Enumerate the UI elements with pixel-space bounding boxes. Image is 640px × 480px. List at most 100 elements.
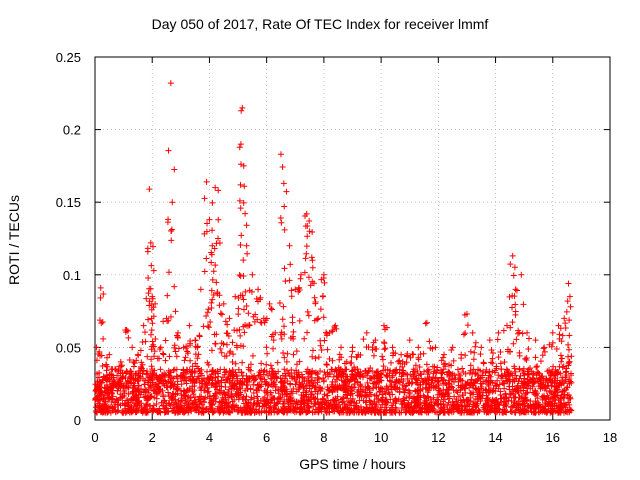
data-point (532, 337, 539, 344)
data-point (541, 344, 548, 351)
data-point (186, 322, 193, 329)
data-point (244, 376, 251, 383)
baseline-point (340, 409, 347, 416)
data-point (467, 362, 474, 369)
baseline-point (119, 400, 126, 407)
baseline-point (484, 394, 491, 401)
baseline-point (155, 408, 162, 415)
data-point (332, 383, 339, 390)
data-point (273, 374, 280, 381)
data-point (513, 385, 520, 392)
data-point (243, 222, 250, 229)
data-point (263, 361, 270, 368)
data-point (415, 344, 422, 351)
data-point (462, 380, 469, 387)
data-point (281, 265, 288, 272)
baseline-point (473, 386, 480, 393)
data-point (192, 337, 199, 344)
data-point (522, 355, 529, 362)
baseline-point (377, 377, 384, 384)
data-point (138, 365, 145, 372)
baseline-point (206, 393, 213, 400)
baseline-point (407, 371, 414, 378)
data-point (268, 305, 275, 312)
baseline-point (198, 383, 205, 390)
baseline-point (161, 397, 168, 404)
data-point (197, 286, 204, 293)
baseline-point (165, 389, 172, 396)
data-point (532, 354, 539, 361)
baseline-point (136, 402, 143, 409)
baseline-point (414, 388, 421, 395)
baseline-point (386, 370, 393, 377)
baseline-point (491, 369, 498, 376)
data-point (157, 344, 164, 351)
data-point (263, 344, 270, 351)
data-point (115, 368, 122, 375)
data-point (566, 317, 573, 324)
data-point (278, 335, 285, 342)
data-point (457, 384, 464, 391)
baseline-point (379, 394, 386, 401)
baseline-point (272, 387, 279, 394)
baseline-point (320, 378, 327, 385)
data-point (338, 344, 345, 351)
baseline-point (382, 401, 389, 408)
data-point (94, 370, 101, 377)
data-point (446, 372, 453, 379)
baseline-point (231, 381, 238, 388)
data-point (515, 378, 522, 385)
data-point (548, 382, 555, 389)
data-point (332, 322, 339, 329)
baseline-point (313, 369, 320, 376)
data-point (249, 271, 256, 278)
data-point (306, 218, 313, 225)
baseline-point (277, 395, 284, 402)
data-point (556, 331, 563, 338)
baseline-point (472, 395, 479, 402)
data-point (225, 333, 232, 340)
data-point (218, 349, 225, 356)
baseline-point (364, 391, 371, 398)
data-point (234, 344, 241, 351)
data-point (507, 324, 514, 331)
data-point (314, 316, 321, 323)
data-point (507, 261, 514, 268)
data-point (196, 368, 203, 375)
baseline-point (123, 397, 130, 404)
x-tick-label: 14 (488, 430, 502, 445)
data-point (208, 251, 215, 258)
baseline-point (368, 407, 375, 414)
data-point (507, 378, 514, 385)
data-point (144, 353, 151, 360)
baseline-point (163, 405, 170, 412)
data-point (120, 373, 127, 380)
baseline-point (280, 408, 287, 415)
data-point (370, 384, 377, 391)
data-point (260, 315, 267, 322)
y-tick-label: 0 (74, 413, 81, 428)
data-point (268, 306, 275, 313)
data-point (208, 287, 215, 294)
data-point (131, 387, 138, 394)
data-point (132, 376, 139, 383)
data-point (297, 275, 304, 282)
data-point (152, 300, 159, 307)
data-point (212, 184, 219, 191)
data-point (304, 222, 311, 229)
x-tick-label: 18 (603, 430, 617, 445)
baseline-point (308, 398, 315, 405)
baseline-point (388, 406, 395, 413)
data-point (142, 338, 149, 345)
data-point (559, 364, 566, 371)
data-point (163, 315, 170, 322)
baseline-point (275, 390, 282, 397)
baseline-point (501, 380, 508, 387)
baseline-point (300, 393, 307, 400)
baseline-point (392, 398, 399, 405)
data-point (242, 288, 249, 295)
data-point (132, 370, 139, 377)
baseline-point (417, 392, 424, 399)
baseline-point (480, 389, 487, 396)
baseline-point (222, 391, 229, 398)
